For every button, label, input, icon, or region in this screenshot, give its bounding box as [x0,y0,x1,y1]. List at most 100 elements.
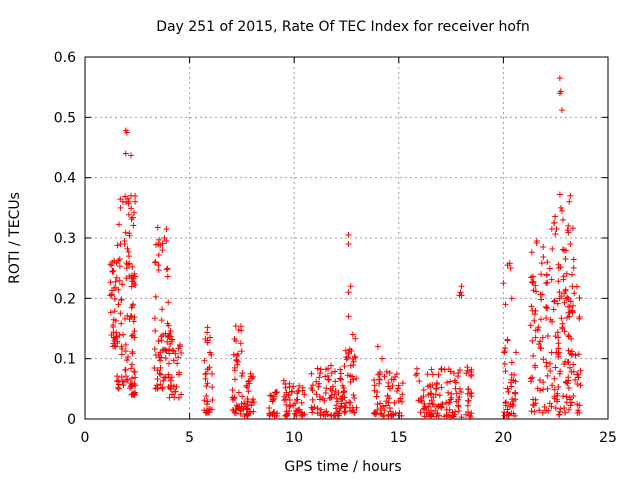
data-point [176,341,183,348]
data-point [551,298,558,305]
data-point [331,391,338,398]
data-point [504,385,511,392]
data-point [244,396,251,403]
data-point [337,366,344,373]
data-point [342,347,349,354]
data-point [430,401,437,408]
data-point [152,385,159,392]
data-point [555,345,562,352]
data-point [394,388,401,395]
data-point [232,376,239,383]
data-point [454,373,461,380]
data-point [398,398,405,405]
data-point [558,293,565,300]
data-point [436,392,443,399]
data-point [537,345,544,352]
data-point [569,225,576,232]
data-point [154,224,161,231]
data-point [126,260,133,267]
data-point [562,256,569,263]
data-point [551,393,558,400]
data-point [565,333,572,340]
data-point [163,266,170,273]
data-point [229,386,236,393]
data-point [322,412,329,419]
data-point [309,405,316,412]
data-point [178,349,185,356]
data-point [574,371,581,378]
data-point [270,393,277,400]
data-point [558,207,565,214]
data-point [109,268,116,275]
data-point [539,334,546,341]
data-point [540,254,547,261]
data-point [116,277,123,284]
data-point [241,400,248,407]
data-point [112,317,119,324]
data-point [429,382,436,389]
data-point [333,402,340,409]
data-point [110,323,117,330]
data-point [152,293,159,300]
data-point [115,301,122,308]
data-point [166,394,173,401]
data-point [432,391,439,398]
data-point [336,410,343,417]
data-point [208,351,215,358]
data-point [165,371,172,378]
data-point [557,264,564,271]
data-point [371,382,378,389]
data-point [552,405,559,412]
data-point [266,410,273,417]
data-point [576,294,583,301]
data-point [323,408,330,415]
data-point [556,191,563,198]
data-point [388,376,395,383]
data-point [170,347,177,354]
data-point [567,241,574,248]
data-point [337,370,344,377]
data-point [535,341,542,348]
data-point [532,334,539,341]
data-point [425,409,432,416]
data-point [566,198,573,205]
data-point [203,370,210,377]
data-point [115,221,122,228]
data-point [386,369,393,376]
data-point [537,316,544,323]
data-point [116,256,123,263]
data-point [155,338,162,345]
data-point [159,384,166,391]
data-point [570,361,577,368]
data-point [118,320,125,327]
data-point [575,407,582,414]
data-point [237,340,244,347]
data-point [203,383,210,390]
data-point [508,295,515,302]
data-point [556,408,563,415]
data-point [113,274,120,281]
data-point [349,373,356,380]
data-point [114,373,121,380]
data-point [458,414,465,421]
data-point [237,407,244,414]
data-point [548,225,555,232]
data-point [152,327,159,334]
data-point [467,414,474,421]
data-point [432,408,439,415]
data-point [350,362,357,369]
data-point [570,256,577,263]
data-point [345,313,352,320]
data-point [444,379,451,386]
data-point [551,219,558,226]
data-point [352,335,359,342]
data-point [376,376,383,383]
data-point [435,371,442,378]
data-point [164,265,171,272]
data-point [575,374,582,381]
data-point [209,396,216,403]
data-point [115,377,122,384]
data-point [576,315,583,322]
data-point [282,384,289,391]
data-point [467,390,474,397]
